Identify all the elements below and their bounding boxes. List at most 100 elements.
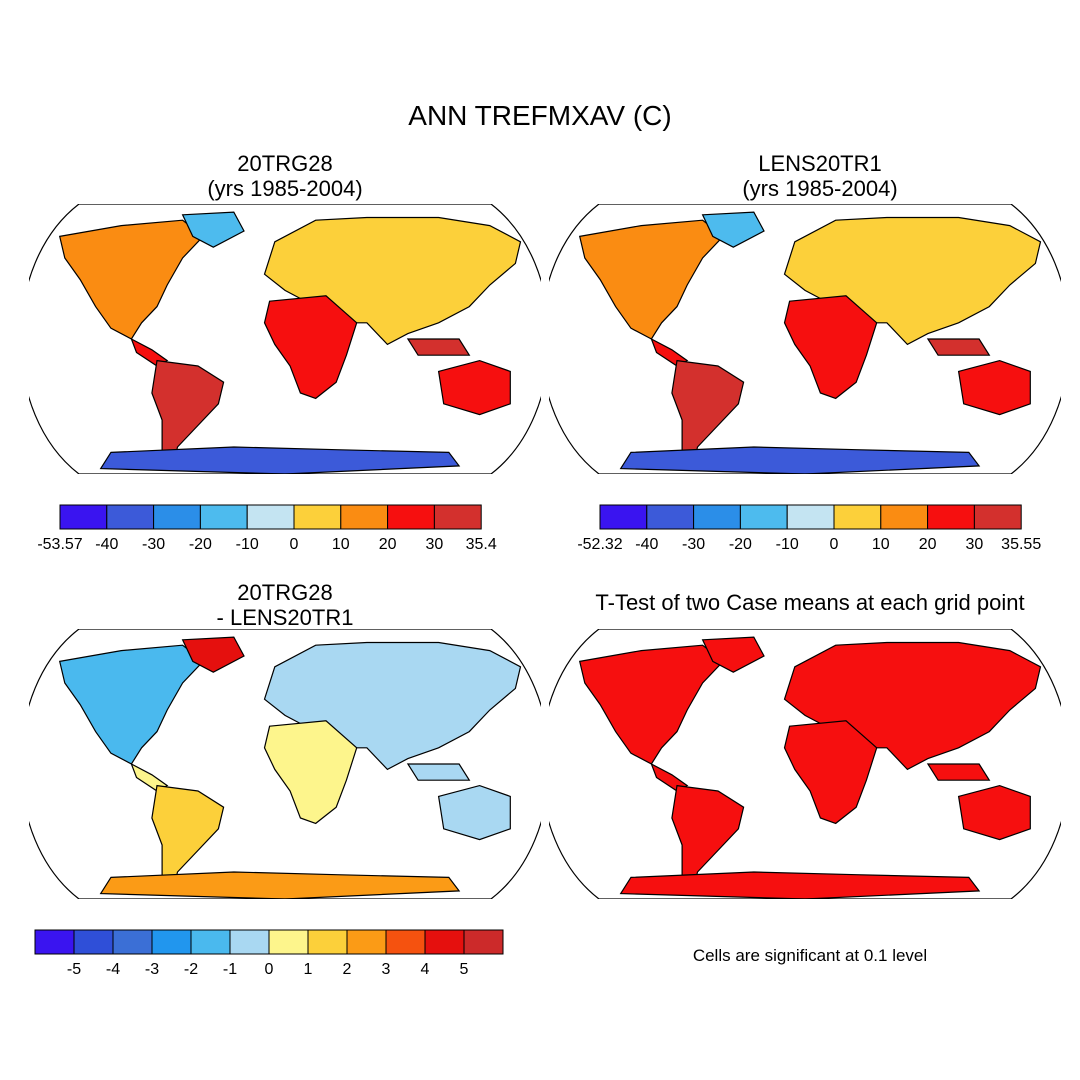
colorbar-box (73, 929, 114, 955)
continent-indonesia (406, 338, 471, 356)
panel2-title: LENS20TR1 (yrs 1985-2004) (742, 151, 898, 201)
colorbar-tick-label: 0 (290, 536, 299, 553)
colorbar-tick-label: 10 (872, 536, 890, 553)
colorbar-tick-label: -2 (184, 961, 198, 978)
colorbar-tick-label: 5 (460, 961, 469, 978)
continent-indonesia (926, 763, 991, 781)
continent-africa (263, 720, 358, 825)
colorbar-box (599, 504, 648, 530)
colorbar-tick-label: 4 (421, 961, 430, 978)
colorbar-tick-label: -52.32 (577, 536, 622, 553)
continent-antarctica (99, 871, 461, 899)
colorbar-box (646, 504, 695, 530)
map-border (549, 204, 1061, 474)
colorbar-tick-label: 30 (966, 536, 984, 553)
colorbar-box (973, 504, 1022, 530)
colorbar-box (880, 504, 929, 530)
colorbar-tick-label: -20 (189, 536, 212, 553)
colorbar-box (927, 504, 975, 530)
colorbar-tick-label: 2 (343, 961, 352, 978)
map-border (29, 204, 541, 474)
colorbar-panel-1: -53.57 -40 -30 -20 -10 0 10 20 30 35.4 (37, 504, 497, 553)
colorbar-box (786, 504, 835, 530)
continent-southAmerica (671, 359, 745, 471)
map-panel-4 (549, 629, 1061, 899)
colorbar-tick-label: -5 (67, 961, 81, 978)
colorbar-box (387, 504, 435, 530)
continent-greenland (181, 211, 245, 248)
significance-note: Cells are significant at 0.1 level (692, 946, 928, 965)
colorbar-box (346, 929, 387, 955)
continent-greenland (701, 211, 765, 248)
continent-australia (437, 784, 511, 841)
colorbar-tick-label: 10 (332, 536, 350, 553)
colorbar-panel-3: -5 -4 -3 -2 -1 0 1 2 3 4 5 (34, 929, 504, 978)
colorbar-box (293, 504, 342, 530)
colorbar-tick-label: -30 (682, 536, 705, 553)
continent-indonesia (926, 338, 991, 356)
colorbar-box (112, 929, 153, 955)
colorbar-tick-label: 3 (382, 961, 391, 978)
continent-australia (957, 784, 1031, 841)
colorbar-box (433, 504, 482, 530)
colorbar-box (190, 929, 231, 955)
colorbar-tick-label: -40 (635, 536, 658, 553)
colorbar-box (307, 929, 348, 955)
colorbar-box (106, 504, 155, 530)
continent-africa (263, 295, 358, 400)
colorbar-panel-2: -52.32 -40 -30 -20 -10 0 10 20 30 35.55 (577, 504, 1041, 553)
map-panel-3 (29, 629, 541, 899)
continent-antarctica (619, 446, 981, 474)
continent-southAmerica (671, 784, 745, 896)
continent-antarctica (619, 871, 981, 899)
colorbar-box (833, 504, 882, 530)
map-panel-1 (29, 204, 541, 474)
colorbar-tick-label: -20 (729, 536, 752, 553)
continent-southAmerica (151, 359, 225, 471)
colorbar-tick-label: -53.57 (37, 536, 82, 553)
map-border (549, 629, 1061, 899)
colorbar-tick-label: -30 (142, 536, 165, 553)
continent-greenland (181, 636, 245, 673)
colorbar-tick-label: 1 (304, 961, 313, 978)
colorbar-tick-label: -10 (236, 536, 259, 553)
continent-greenland (701, 636, 765, 673)
colorbar-tick-label: -1 (223, 961, 237, 978)
colorbar-tick-label: -10 (776, 536, 799, 553)
colorbar-box (59, 504, 108, 530)
colorbar-box (246, 504, 295, 530)
colorbar-tick-label: 20 (919, 536, 937, 553)
colorbar-tick-label: -40 (95, 536, 118, 553)
colorbar-tick-label: 35.55 (1001, 536, 1041, 553)
continent-africa (783, 295, 878, 400)
main-title: ANN TREFMXAV (C) (408, 100, 672, 131)
continent-antarctica (99, 446, 461, 474)
colorbar-tick-label: 30 (426, 536, 444, 553)
continent-australia (437, 359, 511, 416)
colorbar-box (199, 504, 248, 530)
map-border (29, 629, 541, 899)
colorbar-tick-label: -4 (106, 961, 120, 978)
colorbar-tick-label: 0 (265, 961, 274, 978)
colorbar-box (340, 504, 389, 530)
colorbar-box (268, 929, 309, 955)
map-panel-2 (549, 204, 1061, 474)
panel3-title: 20TRG28 - LENS20TR1 (216, 580, 354, 630)
colorbar-box (693, 504, 741, 530)
colorbar-box (463, 929, 504, 955)
continent-australia (957, 359, 1031, 416)
panel1-title: 20TRG28 (yrs 1985-2004) (207, 151, 363, 201)
colorbar-box (739, 504, 788, 530)
colorbar-box (424, 929, 465, 955)
continent-southAmerica (151, 784, 225, 896)
continent-indonesia (406, 763, 471, 781)
colorbar-tick-label: 35.4 (466, 536, 497, 553)
colorbar-box (229, 929, 270, 955)
colorbar-box (151, 929, 192, 955)
panel4-title: T-Test of two Case means at each grid po… (595, 590, 1025, 615)
colorbar-tick-label: 20 (379, 536, 397, 553)
colorbar-box (385, 929, 426, 955)
colorbar-tick-label: -3 (145, 961, 159, 978)
colorbar-box (153, 504, 201, 530)
colorbar-tick-label: 0 (830, 536, 839, 553)
